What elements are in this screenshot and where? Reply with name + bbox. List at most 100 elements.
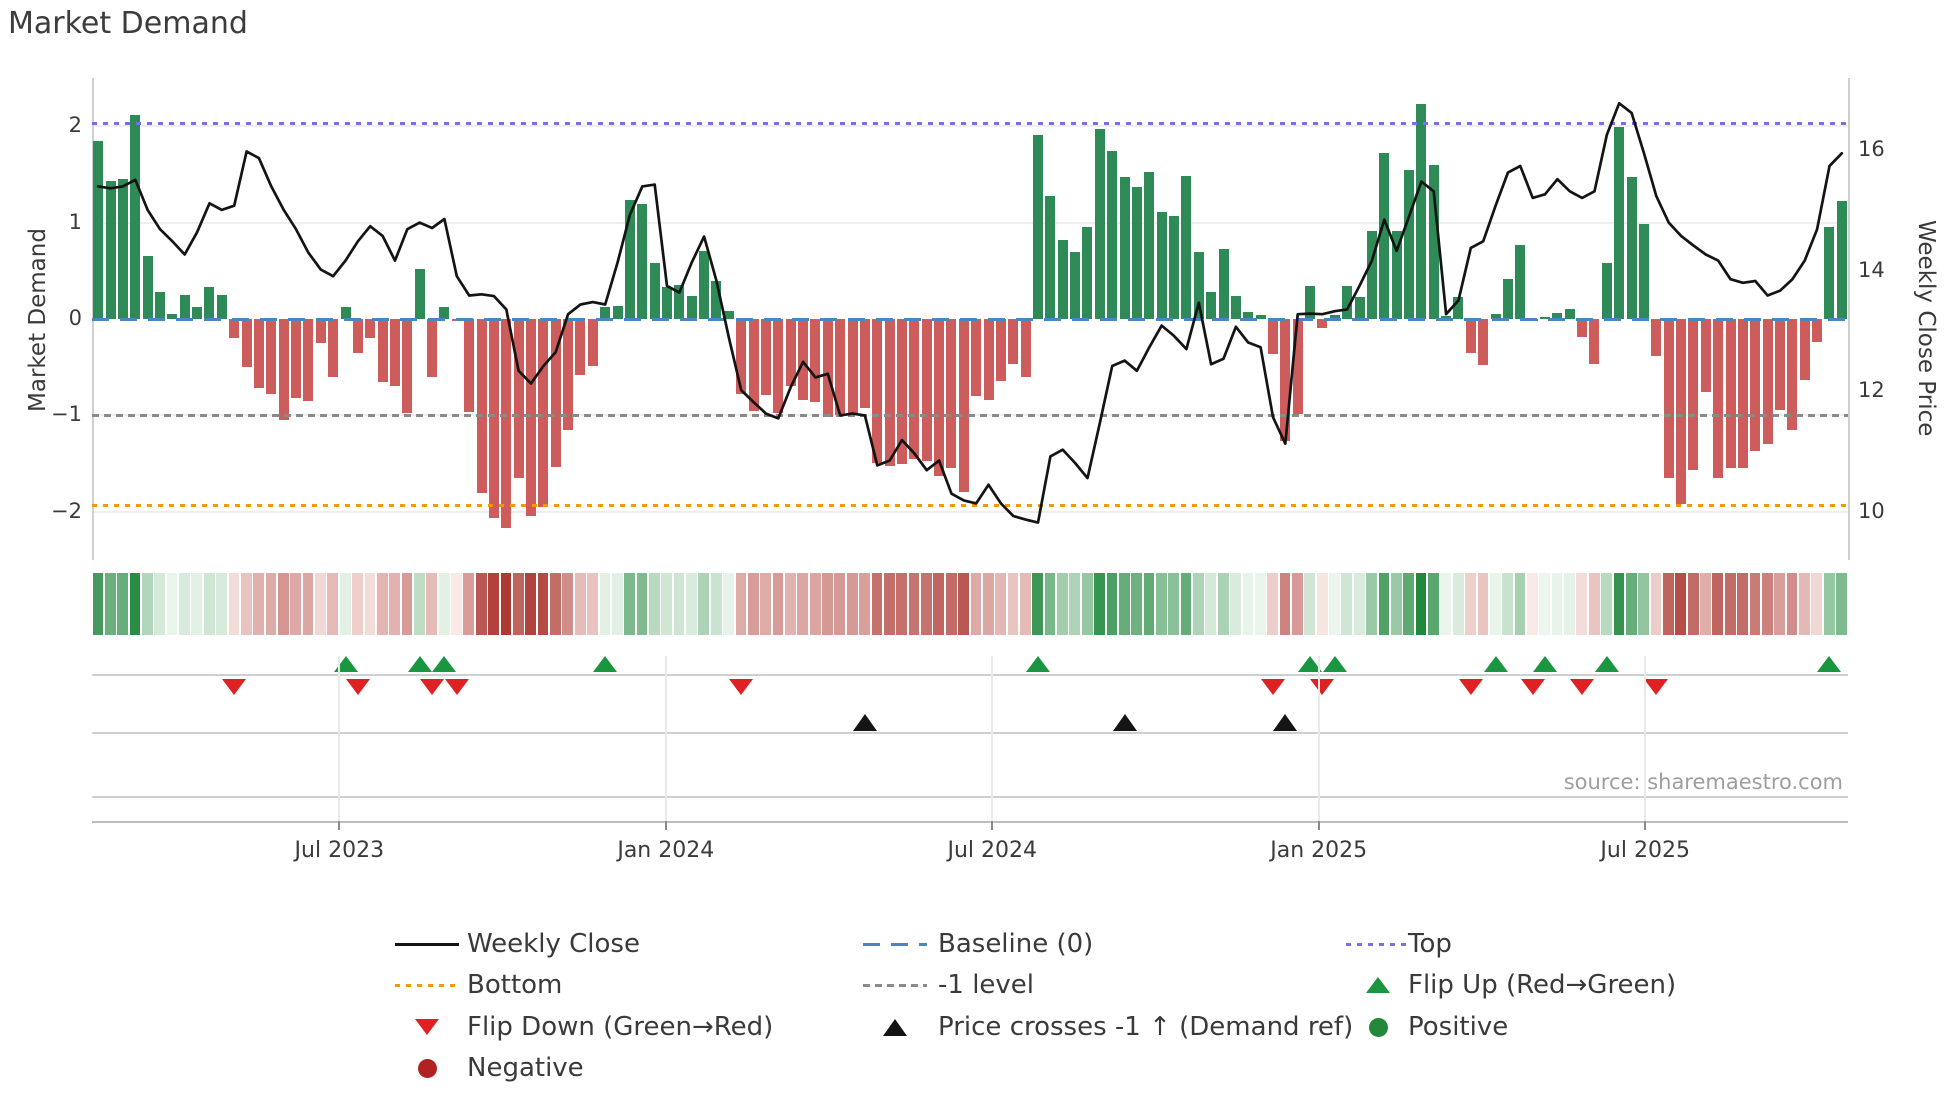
demand-bar-positive (1638, 223, 1649, 319)
heatmap-cell (982, 573, 994, 635)
heatmap-cell (228, 573, 240, 635)
demand-bar-positive (711, 281, 722, 319)
heatmap-cell (1155, 573, 1167, 635)
heatmap-cell (339, 573, 351, 635)
top-line-swatch (1346, 928, 1410, 960)
flip-up-marker (1483, 656, 1508, 672)
demand-bar-negative (934, 319, 945, 477)
demand-bar-negative (1267, 319, 1278, 354)
heatmap-cell (1576, 573, 1588, 635)
demand-bar-negative (253, 319, 264, 389)
demand-bar-positive (1206, 292, 1217, 319)
demand-bar-positive (1057, 239, 1068, 319)
demand-bar-negative (291, 319, 302, 399)
flip-down-marker (1260, 679, 1285, 695)
plot-gridline (92, 221, 1848, 224)
bottom-line-swatch (395, 969, 459, 1001)
demand-bar-negative (1700, 319, 1711, 393)
x-axis-tick-label: Jan 2024 (617, 838, 715, 863)
heatmap-cell (1650, 573, 1662, 635)
heatmap-cell (883, 573, 895, 635)
heatmap-cell (1403, 573, 1415, 635)
demand-bar-negative (909, 319, 920, 459)
demand-bar-negative (835, 319, 846, 416)
legend-item-baseline: Baseline (0) (863, 928, 1093, 960)
x-tick-mark (664, 821, 667, 830)
demand-bar-negative (859, 319, 870, 408)
heatmap-cell (1366, 573, 1377, 635)
heatmap-cell (599, 573, 611, 635)
legend-item-top: Top (1346, 928, 1452, 960)
heatmap-cell (958, 573, 969, 635)
price-cross-triangle-icon (863, 1011, 927, 1043)
heatmap-cell (537, 573, 549, 635)
demand-bar-positive (105, 181, 116, 319)
heatmap-cell (1143, 573, 1155, 635)
demand-bar-negative (1762, 319, 1773, 445)
heatmap-cell (426, 573, 438, 635)
legend-item-price-crosses: Price crosses -1 ↑ (Demand ref) (863, 1011, 1353, 1043)
heatmap-cell (871, 573, 883, 635)
flip-down-marker (420, 679, 445, 695)
heatmap-cell (747, 573, 759, 635)
heatmap-cell (1700, 573, 1711, 635)
heatmap-cell (315, 573, 326, 635)
demand-bar-negative (1750, 319, 1761, 452)
demand-bar-negative (946, 319, 957, 469)
demand-bar-negative (229, 319, 240, 339)
demand-bar-positive (216, 294, 227, 319)
heatmap-cell (154, 573, 166, 635)
heatmap-cell (277, 573, 289, 635)
demand-bar-negative (810, 319, 821, 402)
heatmap-cell (896, 573, 908, 635)
heatmap-cell (1588, 573, 1600, 635)
heatmap-cell (414, 573, 425, 635)
heatmap-cell (451, 573, 462, 635)
flip-up-marker (1817, 656, 1842, 672)
heatmap-cell (376, 573, 388, 635)
flip-down-marker (1520, 679, 1545, 695)
heatmap-cell (1353, 573, 1365, 635)
demand-bar-negative (1737, 319, 1748, 469)
heatmap-cell (1230, 573, 1241, 635)
demand-bar-positive (1305, 286, 1316, 319)
demand-bar-positive (1626, 177, 1637, 319)
right-axis-title: Weekly Close Price (1913, 220, 1939, 437)
heatmap-cell (104, 573, 116, 635)
heatmap-cell (785, 573, 796, 635)
demand-bar-positive (1131, 186, 1142, 319)
heatmap-cell (129, 573, 141, 635)
plot-gridline (92, 125, 1848, 128)
heatmap-cell (945, 573, 957, 635)
heatmap-cell (1118, 573, 1130, 635)
heatmap-cell (290, 573, 302, 635)
heatmap-cell (216, 573, 227, 635)
demand-bar-negative (1478, 319, 1489, 366)
right-axis-tick-label: 10 (1858, 498, 1885, 523)
demand-bar-negative (1713, 319, 1724, 479)
demand-bar-positive (624, 200, 635, 319)
legend-item-negative: Negative (395, 1052, 584, 1084)
heatmap-cell (191, 573, 203, 635)
demand-bar-negative (736, 319, 747, 395)
demand-bar-positive (1094, 129, 1105, 319)
right-axis-tick-label: 16 (1858, 137, 1885, 162)
x-tick-mark (991, 821, 994, 830)
legend-item-flip-up: Flip Up (Red→Green) (1346, 969, 1676, 1001)
heatmap-cell (908, 573, 920, 635)
heatmap-cell (723, 573, 734, 635)
flip-down-marker (1644, 679, 1669, 695)
heatmap-cell (1267, 573, 1279, 635)
heatmap-cell (1292, 573, 1303, 635)
heatmap-cell (698, 573, 710, 635)
flip-down-marker (1458, 679, 1483, 695)
demand-bar-negative (760, 319, 771, 396)
demand-bar-positive (1107, 151, 1118, 319)
heatmap-cell (859, 573, 870, 635)
page-title: Market Demand (8, 6, 248, 41)
demand-bar-positive (1836, 201, 1847, 319)
demand-bar-negative (464, 319, 475, 412)
heatmap-cell (636, 573, 648, 635)
heatmap-cell (389, 573, 401, 635)
heatmap-cell (797, 573, 809, 635)
